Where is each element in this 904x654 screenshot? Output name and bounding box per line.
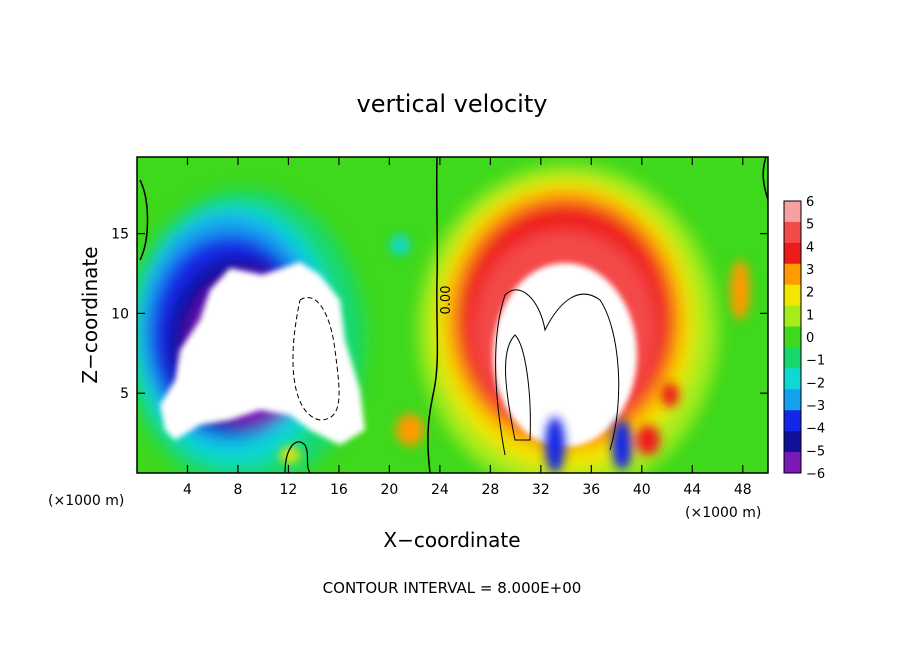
x-axis: 4 8 12 16 20 24 28 32 36 40 44 48 [183,157,752,498]
contour-label: 0.00 [439,286,454,315]
updraft-core [493,263,637,447]
colorbar-cell [784,263,801,285]
x-tick-label: 8 [233,482,242,498]
colorbar-cell [784,284,801,306]
colorbar: 6 5 4 3 2 1 0 −1 −2 −3 −4 −5 −6 [783,195,825,482]
downdraft-dashed-contour [292,297,340,421]
colorbar-frame [783,200,802,474]
colorbar-label: 4 [806,240,814,255]
colorbar-cell [784,431,801,453]
plot-frame [136,156,769,474]
x-tick-label: 16 [330,482,348,498]
x-tick-label: 28 [481,482,499,498]
colorbar-label: 5 [806,218,814,233]
colorbar-cell [784,452,801,474]
colorbar-cell [784,326,801,348]
colorbar-label: −6 [806,467,825,482]
colorbar-cell [784,242,801,265]
y-axis: 5 10 15 [111,227,768,402]
zero-contour-small [284,441,311,473]
colorbar-label: 1 [806,308,814,323]
x-tick-label: 20 [380,482,398,498]
colorbar-label: −4 [806,422,825,437]
y-axis-title: Z−coordinate [78,246,102,383]
y-tick-label: 10 [111,306,129,322]
updraft-contour [495,289,620,456]
colorbar-cell [784,201,801,223]
colorbar-cell [784,347,801,369]
x-tick-label: 12 [280,482,298,498]
x-axis-title: X−coordinate [383,528,520,552]
x-tick-label: 32 [532,482,550,498]
zero-contour-left [139,179,149,261]
velocity-field: 0.00 [137,157,768,473]
contour-interval-note: CONTOUR INTERVAL = 8.000E+00 [323,579,582,597]
colorbar-label: −5 [806,444,825,459]
y-tick-label: 5 [120,386,129,402]
updraft-inner-contour [505,334,531,441]
x-tick-label: 24 [431,482,449,498]
colorbar-label: 0 [806,331,814,346]
x-tick-label: 44 [683,482,701,498]
x-unit-right: (×1000 m) [685,505,761,521]
x-tick-label: 36 [582,482,600,498]
colorbar-cell [784,305,801,327]
colorbar-label: −1 [806,354,825,369]
colorbar-cell [784,410,801,432]
x-tick-label: 40 [633,482,651,498]
colorbar-cell [784,221,801,244]
colorbar-cell [784,368,801,390]
colorbar-cell [784,389,801,411]
y-tick-label: 15 [111,227,129,243]
colorbar-label: −2 [806,376,825,391]
colorbar-label: 3 [806,263,814,278]
x-tick-label: 4 [183,482,192,498]
downdraft-core [160,262,365,445]
colorbar-label: −3 [806,399,825,414]
colorbar-label: 2 [806,286,814,301]
x-unit-left: (×1000 m) [48,493,124,509]
zero-contour-line [427,157,439,473]
zero-contour-right [762,157,768,201]
small-cells [280,235,750,473]
chart-title: vertical velocity [357,90,548,118]
x-tick-label: 48 [734,482,752,498]
colorbar-label: 6 [806,195,814,210]
